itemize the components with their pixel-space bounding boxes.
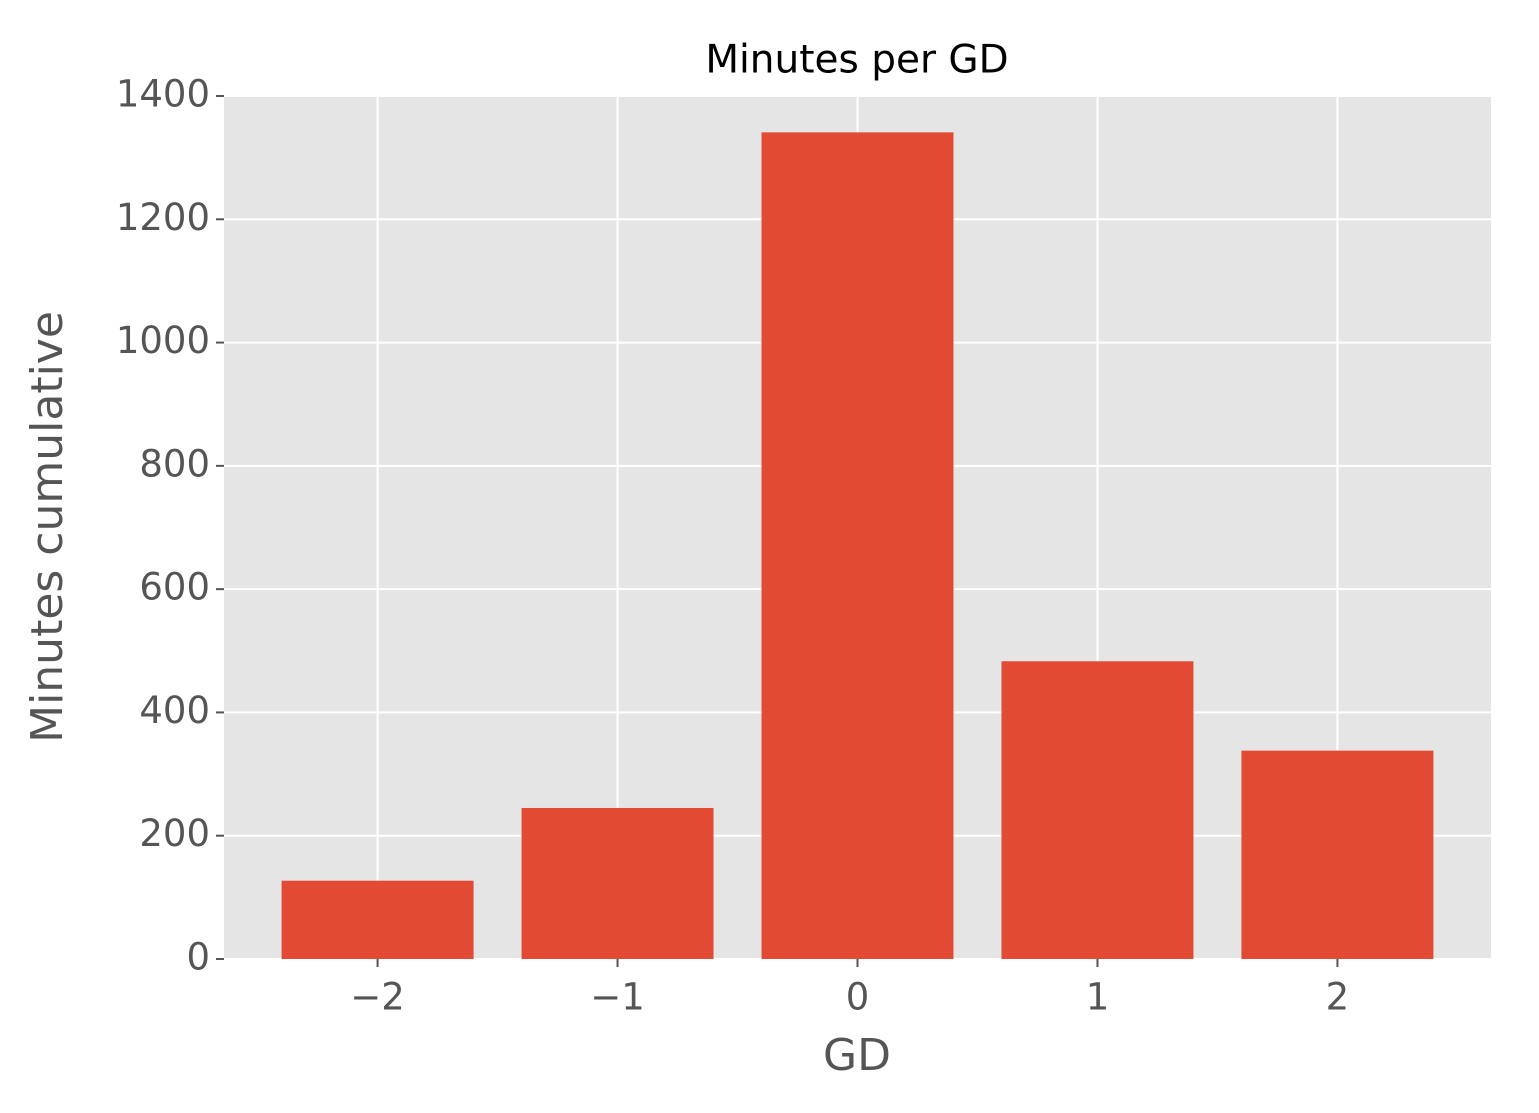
y-axis-label: Minutes cumulative <box>22 311 73 743</box>
y-tick-label: 800 <box>139 442 210 485</box>
x-tick-label: 2 <box>1326 976 1350 1019</box>
y-tick-label: 200 <box>139 812 210 855</box>
y-tick-label: 1200 <box>116 196 210 239</box>
bar <box>1241 750 1434 959</box>
x-axis-label: GD <box>823 1030 891 1081</box>
chart-title: Minutes per GD <box>705 38 1008 83</box>
x-tick-label: −2 <box>350 976 405 1019</box>
x-tick-label: 1 <box>1086 976 1110 1019</box>
y-tick-label: 1400 <box>116 73 210 116</box>
y-tick-label: 0 <box>186 936 210 979</box>
bar <box>761 132 954 960</box>
y-tick-label: 400 <box>139 689 210 732</box>
x-tick-label: −1 <box>590 976 645 1019</box>
bar <box>281 880 474 959</box>
y-tick-label: 600 <box>139 566 210 609</box>
y-tick-label: 1000 <box>116 319 210 362</box>
x-tick-label: 0 <box>846 976 870 1019</box>
bar <box>521 807 714 959</box>
bar <box>1001 661 1194 959</box>
